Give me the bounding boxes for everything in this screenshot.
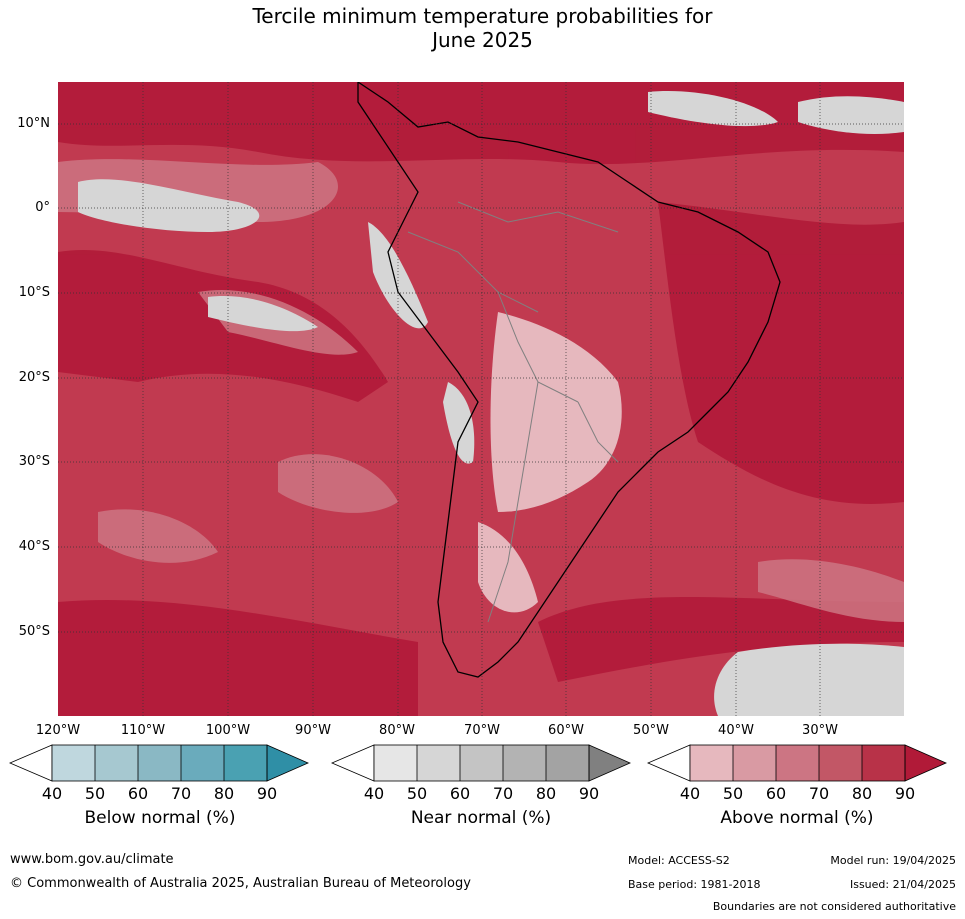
below-tick-50: 50 <box>84 784 106 803</box>
above-seg-1 <box>690 745 733 781</box>
above-tick-50: 50 <box>722 784 744 803</box>
lat-label-40s: 40°S <box>18 539 50 554</box>
near-normal-regions <box>78 91 904 716</box>
lon-label-50w: 50°W <box>633 723 669 738</box>
high-prob-regions <box>58 82 904 716</box>
title-line-1: Tercile minimum temperature probabilitie… <box>252 4 713 28</box>
lon-label-110w: 110°W <box>120 723 166 738</box>
lon-label-70w: 70°W <box>464 723 500 738</box>
country-borders <box>407 201 619 623</box>
near-tick-90: 90 <box>578 784 600 803</box>
lon-label-80w: 80°W <box>379 723 415 738</box>
disclaimer-text: Boundaries are not considered authoritat… <box>712 900 956 913</box>
below-normal-colorbar <box>8 744 309 782</box>
model-text: Model: ACCESS-S2 <box>628 854 730 867</box>
probability-map <box>58 82 904 716</box>
near-seg-6 <box>588 744 631 782</box>
below-tick-60: 60 <box>127 784 149 803</box>
lat-label-30s: 30°S <box>18 454 50 469</box>
below-seg-2 <box>95 745 138 781</box>
issued-text: Issued: 21/04/2025 <box>849 878 956 891</box>
above-seg-0 <box>646 744 691 782</box>
lon-label-30w: 30°W <box>802 723 838 738</box>
lat-label-10n: 10°N <box>17 116 50 131</box>
bom-url-link[interactable]: www.bom.gov.au/climate <box>10 852 174 867</box>
above-normal-colorbar <box>646 744 947 782</box>
copyright-text: © Commonwealth of Australia 2025, Austra… <box>10 876 471 891</box>
above-seg-3 <box>776 745 819 781</box>
map-graticule <box>58 82 904 716</box>
lon-label-60w: 60°W <box>548 723 584 738</box>
near-tick-50: 50 <box>406 784 428 803</box>
near-seg-3 <box>460 745 503 781</box>
lon-label-120w: 120°W <box>35 723 81 738</box>
near-seg-2 <box>417 745 460 781</box>
below-tick-40: 40 <box>41 784 63 803</box>
near-seg-4 <box>503 745 546 781</box>
near-normal-title: Near normal (%) <box>410 808 552 828</box>
above-seg-6 <box>904 744 947 782</box>
below-seg-0 <box>8 744 53 782</box>
above-seg-4 <box>819 745 862 781</box>
above-tick-80: 80 <box>851 784 873 803</box>
near-tick-60: 60 <box>449 784 471 803</box>
near-seg-5 <box>546 745 589 781</box>
near-tick-40: 40 <box>363 784 385 803</box>
map-canvas <box>58 82 904 716</box>
model-run-text: Model run: 19/04/2025 <box>830 854 956 867</box>
below-seg-5 <box>224 745 267 781</box>
above-tick-60: 60 <box>765 784 787 803</box>
below-tick-80: 80 <box>213 784 235 803</box>
above-seg-2 <box>733 745 776 781</box>
below-seg-6 <box>266 744 309 782</box>
above-seg-5 <box>862 745 905 781</box>
near-normal-colorbar <box>330 744 631 782</box>
below-seg-1 <box>52 745 95 781</box>
lat-label-20s: 20°S <box>18 370 50 385</box>
lon-label-90w: 90°W <box>295 723 331 738</box>
lat-label-10s: 10°S <box>18 285 50 300</box>
base-period-text: Base period: 1981-2018 <box>628 878 761 891</box>
lat-label-50s: 50°S <box>18 624 50 639</box>
below-tick-70: 70 <box>170 784 192 803</box>
lon-label-40w: 40°W <box>718 723 754 738</box>
above-tick-40: 40 <box>679 784 701 803</box>
lat-label-0: 0° <box>35 200 50 215</box>
title-line-2: June 2025 <box>432 28 533 52</box>
above-tick-70: 70 <box>808 784 830 803</box>
above-tick-90: 90 <box>894 784 916 803</box>
below-tick-90: 90 <box>256 784 278 803</box>
lon-label-100w: 100°W <box>205 723 251 738</box>
below-seg-4 <box>181 745 224 781</box>
near-tick-70: 70 <box>492 784 514 803</box>
below-normal-title: Below normal (%) <box>84 808 236 828</box>
near-tick-80: 80 <box>535 784 557 803</box>
map-title: Tercile minimum temperature probabilitie… <box>0 4 965 52</box>
south-america-land <box>357 82 781 678</box>
near-seg-1 <box>374 745 417 781</box>
near-seg-0 <box>330 744 375 782</box>
below-seg-3 <box>138 745 181 781</box>
above-normal-title: Above normal (%) <box>720 808 874 828</box>
